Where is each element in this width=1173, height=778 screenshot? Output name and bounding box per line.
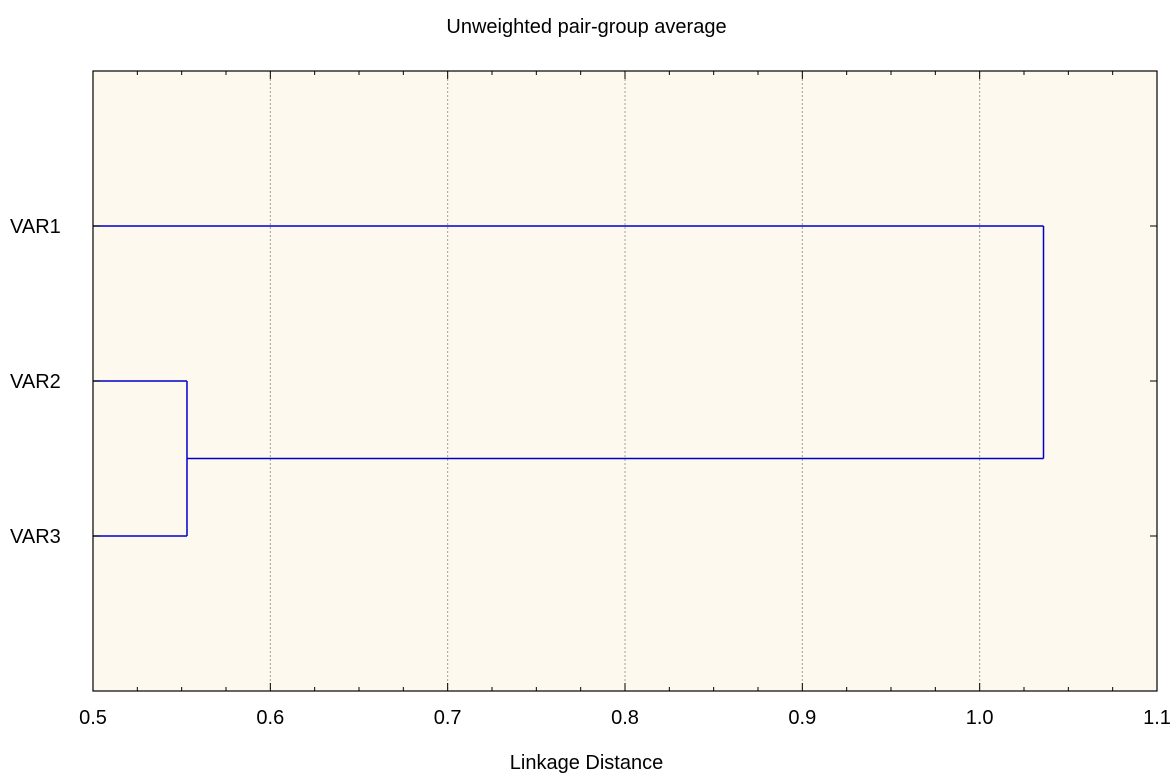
dendrogram-links <box>93 225 1045 537</box>
x-tick-label: 1.0 <box>966 707 994 729</box>
chart-title: Unweighted pair-group average <box>446 16 727 38</box>
x-tick-label: 0.6 <box>256 707 284 729</box>
x-tick-label: 0.7 <box>434 707 462 729</box>
axis-ticks <box>92 71 1158 691</box>
x-tick-label: 0.9 <box>788 707 816 729</box>
leaf-label: VAR3 <box>10 526 61 548</box>
x-tick-label: 1.1 <box>1143 707 1171 729</box>
grid-lines <box>269 71 981 691</box>
plot-frame <box>92 70 1158 692</box>
leaf-labels: VAR1 VAR2 VAR3 <box>10 216 61 548</box>
x-tick-label: 0.8 <box>611 707 639 729</box>
x-axis-label: Linkage Distance <box>509 752 664 774</box>
leaf-label: VAR1 <box>10 216 61 238</box>
x-tick-label: 0.5 <box>79 707 107 729</box>
leaf-label: VAR2 <box>10 371 61 393</box>
x-tick-labels: 0.5 0.6 0.7 0.8 0.9 1.0 1.1 <box>79 707 1171 729</box>
